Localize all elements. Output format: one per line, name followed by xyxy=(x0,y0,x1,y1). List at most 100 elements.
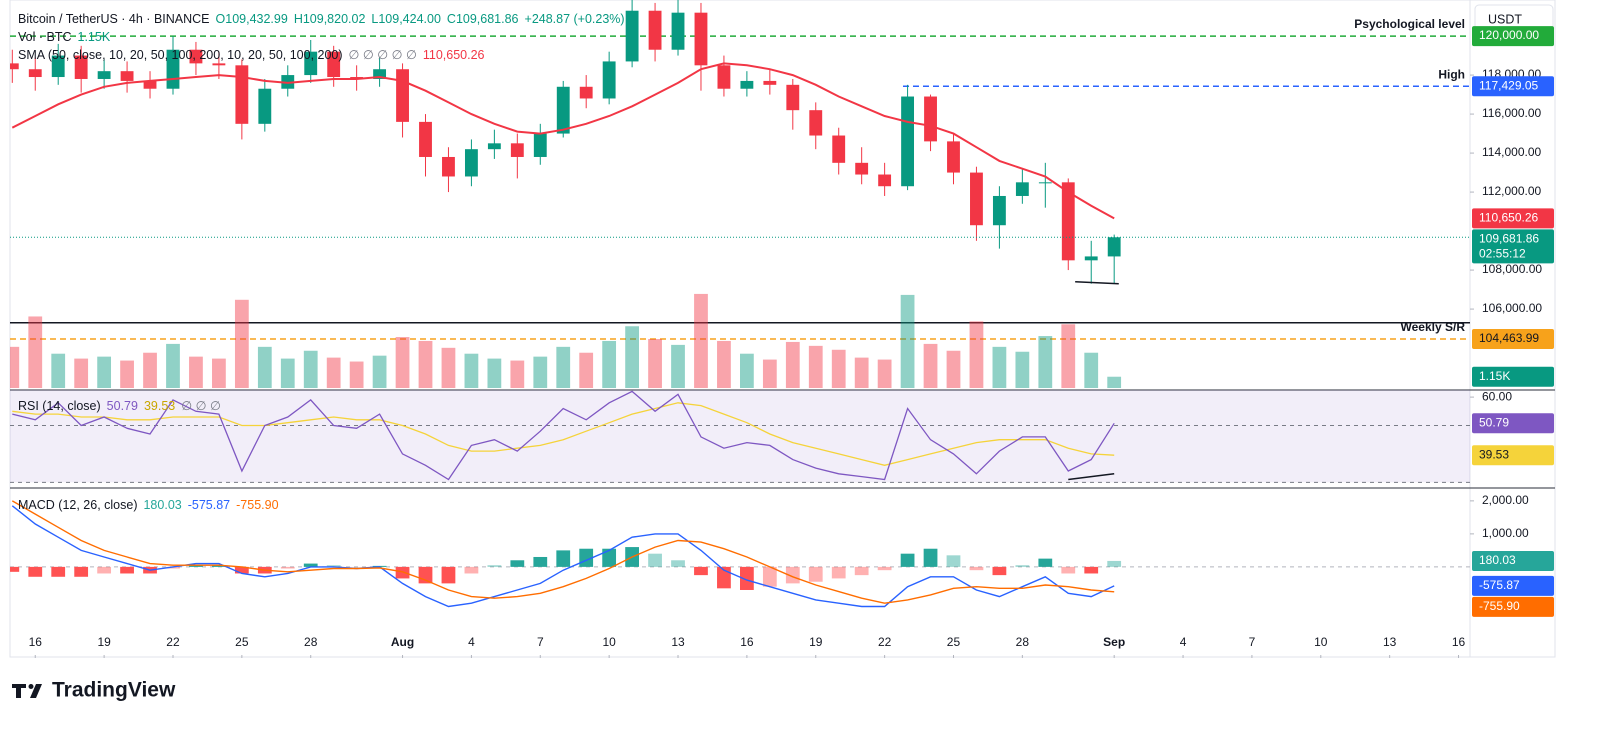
candle-body xyxy=(97,71,111,79)
candle-body xyxy=(878,174,892,187)
x-tick-label: 13 xyxy=(671,635,685,649)
candle-body xyxy=(51,55,65,78)
volume-bar xyxy=(257,346,272,388)
x-tick-label: 25 xyxy=(947,635,961,649)
histogram-bar xyxy=(762,566,777,587)
volume-bar xyxy=(923,343,938,388)
candle-body xyxy=(947,141,960,173)
histogram-bar xyxy=(212,565,226,567)
histogram-bar xyxy=(166,566,180,569)
histogram-bar xyxy=(189,565,203,567)
legend-item: RSI (14, close) xyxy=(18,399,101,413)
volume-bar xyxy=(740,353,754,388)
x-tick-label: 16 xyxy=(740,635,754,649)
histogram-bar xyxy=(877,566,892,571)
histogram-bar xyxy=(97,566,112,574)
volume-bar xyxy=(625,326,639,388)
candle-body xyxy=(143,80,157,89)
volume-bar xyxy=(28,316,43,388)
volume-bar xyxy=(464,353,479,388)
x-tick-label: 25 xyxy=(235,635,249,649)
histogram-bar xyxy=(487,565,502,567)
volume-bar xyxy=(326,357,341,388)
legend: Bitcoin / TetherUS · 4h · BINANCE O109,43… xyxy=(18,12,625,26)
rsi-band xyxy=(10,390,1470,483)
candle-body xyxy=(442,156,455,177)
histogram-bar xyxy=(441,566,456,584)
candle-body xyxy=(579,86,593,99)
volume-bar xyxy=(671,344,685,388)
volume-bar xyxy=(510,360,525,388)
histogram-bar xyxy=(418,566,433,584)
legend: MACD (12, 26, close) 180.03 -575.87 -755.90 xyxy=(18,498,279,512)
legend-item: 1.15K xyxy=(78,30,111,44)
histogram-bar xyxy=(671,560,685,567)
legend: SMA (50, close, 10, 20, 50, 100, 200, 10… xyxy=(18,48,485,62)
histogram-bar xyxy=(464,566,479,574)
legend-item: ∅ ∅ ∅ ∅ ∅ xyxy=(349,48,417,62)
price-tag-label: 110,650.26 xyxy=(1479,211,1538,225)
candle-body xyxy=(740,80,754,89)
y-tick-label: 2,000.00 xyxy=(1482,493,1529,507)
volume-bar xyxy=(349,361,364,388)
candle-body xyxy=(763,80,777,85)
currency[interactable]: USDT xyxy=(1488,12,1522,26)
candle-body xyxy=(809,110,823,136)
histogram-bar xyxy=(1061,566,1076,574)
candle-body xyxy=(74,55,88,79)
y-tick-label: 114,000.00 xyxy=(1482,145,1541,159)
logo-mark xyxy=(28,684,34,689)
histogram-bar xyxy=(740,566,754,590)
price-tag xyxy=(1472,26,1554,47)
volume-bar xyxy=(1107,376,1122,388)
volume-bar xyxy=(992,346,1007,388)
volume-bar xyxy=(441,347,456,388)
candle-body xyxy=(855,162,869,175)
volume-bar xyxy=(487,358,502,388)
volume-bar xyxy=(395,337,410,388)
y-tick-label: 116,000.00 xyxy=(1482,106,1541,120)
countdown: 02:55:12 xyxy=(1479,247,1526,261)
histogram-bar xyxy=(900,553,915,567)
x-tick-label: 10 xyxy=(1314,635,1328,649)
legend-item: SMA (50, close, 10, 20, 50, 100, 200, 10… xyxy=(18,48,343,62)
price-tag-label: -575.87 xyxy=(1479,578,1520,592)
candle-body xyxy=(258,88,272,124)
price-tag-label: 39.53 xyxy=(1479,447,1509,461)
histogram-bar xyxy=(946,555,961,567)
histogram-bar xyxy=(51,566,66,577)
candle-body xyxy=(832,135,846,163)
volume-bar xyxy=(143,352,157,388)
candle-body xyxy=(10,63,19,70)
volume-bar xyxy=(212,358,226,388)
histogram-bar xyxy=(303,563,318,567)
line xyxy=(12,402,1115,466)
volume-bar xyxy=(166,343,180,388)
volume-bar xyxy=(808,345,823,388)
x-tick-label: 22 xyxy=(166,635,180,649)
price-tag xyxy=(1472,596,1554,617)
candle-body xyxy=(327,51,341,78)
x-tick-label: Aug xyxy=(391,635,414,649)
legend: RSI (14, close) 50.79 39.53 ∅ ∅ ∅ xyxy=(18,399,221,413)
histogram-bar xyxy=(74,566,89,577)
volume-bar xyxy=(648,339,662,388)
histogram-bar xyxy=(1038,558,1053,567)
volume-bar xyxy=(556,346,571,388)
trend-line xyxy=(1068,473,1115,481)
volume-bar xyxy=(189,356,203,388)
candle-body xyxy=(212,63,226,66)
legend-item: 110,650.26 xyxy=(423,48,485,62)
pane xyxy=(10,293,1122,388)
x-tick-label: Sep xyxy=(1103,635,1125,649)
histogram-bar xyxy=(533,556,548,567)
x-tick-label: 28 xyxy=(1016,635,1030,649)
histogram-bar xyxy=(808,566,823,582)
price-tag xyxy=(1472,366,1554,387)
candle-body xyxy=(648,10,662,50)
candle-body xyxy=(970,172,983,226)
price-tag-label: 1.15K xyxy=(1479,369,1510,383)
histogram-bar xyxy=(120,566,134,574)
legend-item: C109,681.86 xyxy=(447,12,519,26)
